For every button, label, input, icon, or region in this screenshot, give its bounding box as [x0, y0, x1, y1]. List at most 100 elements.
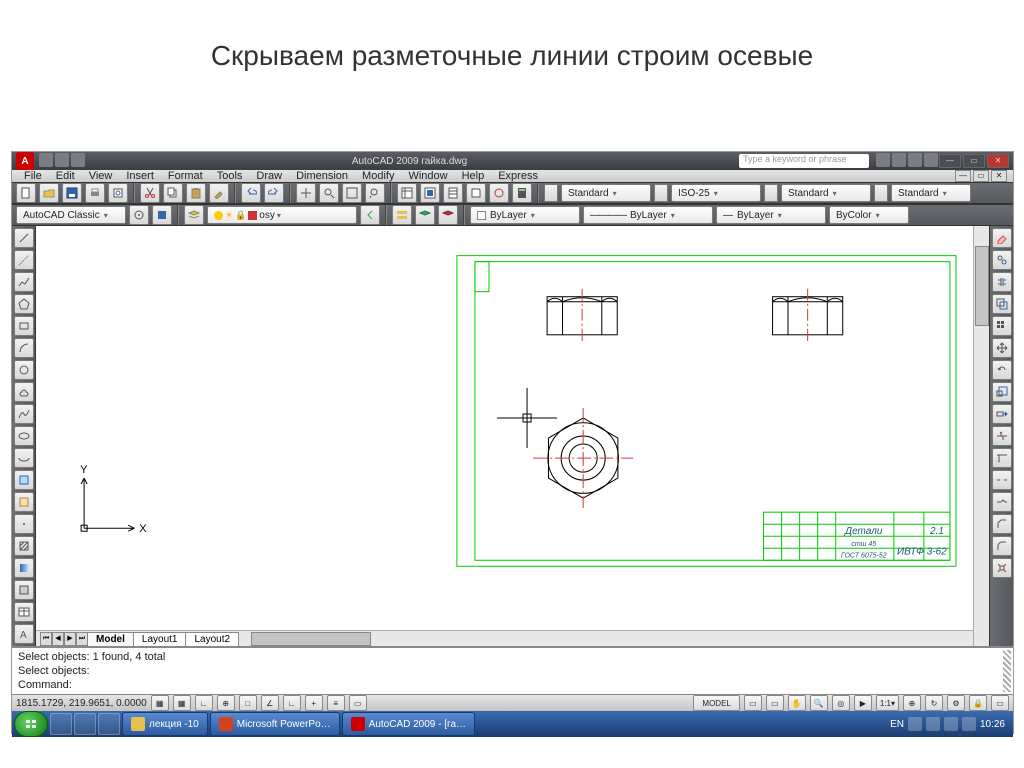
annoauto-icon[interactable]: ↻	[925, 695, 943, 711]
match-icon[interactable]	[209, 183, 229, 203]
qp-toggle-icon[interactable]: ▭	[349, 695, 367, 711]
cleanscreen-icon[interactable]: ▭	[991, 695, 1009, 711]
menu-tools[interactable]: Tools	[211, 170, 249, 182]
tray-icon[interactable]	[944, 717, 958, 731]
polar-toggle-icon[interactable]: ⊕	[217, 695, 235, 711]
annoscale-icon[interactable]: 1:1▾	[876, 695, 899, 711]
scrollbar-vertical[interactable]	[973, 226, 989, 646]
line-icon[interactable]	[14, 228, 34, 248]
calc-icon[interactable]	[512, 183, 532, 203]
qat-icons[interactable]	[38, 153, 86, 170]
drawing-canvas[interactable]: X Y Детали 2.1 стш 45 ГОСТ 6075-52 ИВТФ …	[36, 226, 973, 630]
steering-icon[interactable]: ◎	[832, 695, 850, 711]
undo-icon[interactable]	[241, 183, 261, 203]
tablestyle-icon[interactable]	[764, 184, 778, 202]
zoom-icon[interactable]	[319, 183, 339, 203]
taskbar-item[interactable]: Microsoft PowerPo…	[210, 712, 340, 736]
block-icon[interactable]	[14, 492, 34, 512]
textstyle-dropdown[interactable]: Standard	[561, 184, 651, 202]
point-icon[interactable]	[14, 514, 34, 534]
menu-file[interactable]: File	[18, 170, 48, 182]
extend-icon[interactable]	[992, 448, 1012, 468]
layer-dropdown[interactable]: ☀ 🔒 osy	[207, 206, 357, 224]
stretch-icon[interactable]	[992, 404, 1012, 424]
toolpalette-icon[interactable]	[443, 183, 463, 203]
menu-dimension[interactable]: Dimension	[290, 170, 354, 182]
minimize-button[interactable]: —	[939, 154, 961, 168]
join-icon[interactable]	[992, 492, 1012, 512]
model-paper-toggle[interactable]: MODEL	[693, 695, 739, 711]
region-icon[interactable]	[14, 580, 34, 600]
menu-insert[interactable]: Insert	[120, 170, 160, 182]
arc-icon[interactable]	[14, 338, 34, 358]
mtext-icon[interactable]: A	[14, 624, 34, 644]
table-icon[interactable]	[14, 602, 34, 622]
layer-manager-icon[interactable]	[184, 205, 204, 225]
tab-layout2[interactable]: Layout2	[185, 632, 239, 646]
erase-icon[interactable]	[992, 228, 1012, 248]
menu-window[interactable]: Window	[402, 170, 453, 182]
designcenter-icon[interactable]	[420, 183, 440, 203]
snap-toggle-icon[interactable]: ▦	[151, 695, 169, 711]
maximize-button[interactable]: ▭	[963, 154, 985, 168]
sheetset-icon[interactable]	[466, 183, 486, 203]
tray-icon[interactable]	[926, 717, 940, 731]
help-search-input[interactable]: Type a keyword or phrase	[739, 154, 869, 168]
ws-switch-icon[interactable]: ⚙	[947, 695, 965, 711]
ellipse-icon[interactable]	[14, 426, 34, 446]
ortho-toggle-icon[interactable]: ∟	[195, 695, 213, 711]
start-button[interactable]	[14, 711, 48, 737]
polygon-icon[interactable]	[14, 294, 34, 314]
preview-icon[interactable]	[108, 183, 128, 203]
qview-layouts-icon[interactable]: ▭	[744, 695, 762, 711]
showmotion-icon[interactable]: ▶	[854, 695, 872, 711]
ducs-toggle-icon[interactable]: ∟	[283, 695, 301, 711]
revcloud-icon[interactable]	[14, 382, 34, 402]
chamfer-icon[interactable]	[992, 514, 1012, 534]
color-dropdown[interactable]: ByLayer	[470, 206, 580, 224]
resize-grip-icon[interactable]	[1003, 650, 1011, 692]
dimstyle-dropdown[interactable]: ISO-25	[671, 184, 761, 202]
annovisibility-icon[interactable]: ⊕	[903, 695, 921, 711]
otrack-toggle-icon[interactable]: ∠	[261, 695, 279, 711]
doc-maximize-button[interactable]: ▭	[973, 170, 989, 182]
xline-icon[interactable]	[14, 250, 34, 270]
workspace-dropdown[interactable]: AutoCAD Classic	[16, 206, 126, 224]
coordinates-display[interactable]: 1815.1729, 219.9651, 0.0000	[16, 698, 147, 709]
array-icon[interactable]	[992, 316, 1012, 336]
trim-icon[interactable]	[992, 426, 1012, 446]
zoom-status-icon[interactable]: 🔍	[810, 695, 828, 711]
move-icon[interactable]	[992, 338, 1012, 358]
tray-icon[interactable]	[908, 717, 922, 731]
infocenter-icons[interactable]	[875, 153, 939, 170]
grid-toggle-icon[interactable]: ▦	[173, 695, 191, 711]
dimstyle-icon[interactable]	[654, 184, 668, 202]
pline-icon[interactable]	[14, 272, 34, 292]
menu-help[interactable]: Help	[456, 170, 491, 182]
zoom-window-icon[interactable]	[342, 183, 362, 203]
properties-icon[interactable]	[397, 183, 417, 203]
doc-close-button[interactable]: ✕	[991, 170, 1007, 182]
pan-icon[interactable]	[296, 183, 316, 203]
layer-prev-icon[interactable]	[360, 205, 380, 225]
taskbar-item[interactable]: AutoCAD 2009 - [га…	[342, 712, 475, 736]
circle-icon[interactable]	[14, 360, 34, 380]
tab-layout1[interactable]: Layout1	[133, 632, 187, 646]
rotate-icon[interactable]	[992, 360, 1012, 380]
new-icon[interactable]	[16, 183, 36, 203]
language-indicator[interactable]: EN	[890, 719, 904, 730]
copy-obj-icon[interactable]	[992, 250, 1012, 270]
clock[interactable]: 10:26	[980, 719, 1005, 730]
quicklaunch-icon[interactable]	[74, 713, 96, 735]
menu-view[interactable]: View	[83, 170, 119, 182]
redo-icon[interactable]	[264, 183, 284, 203]
layer-iso-icon[interactable]	[415, 205, 435, 225]
hatch-icon[interactable]	[14, 536, 34, 556]
doc-minimize-button[interactable]: —	[955, 170, 971, 182]
workspace-settings-icon[interactable]	[129, 205, 149, 225]
volume-icon[interactable]	[962, 717, 976, 731]
menu-modify[interactable]: Modify	[356, 170, 400, 182]
cut-icon[interactable]	[140, 183, 160, 203]
tab-model[interactable]: Model	[87, 632, 134, 646]
command-window[interactable]: Select objects: 1 found, 4 total Select …	[12, 646, 1013, 694]
